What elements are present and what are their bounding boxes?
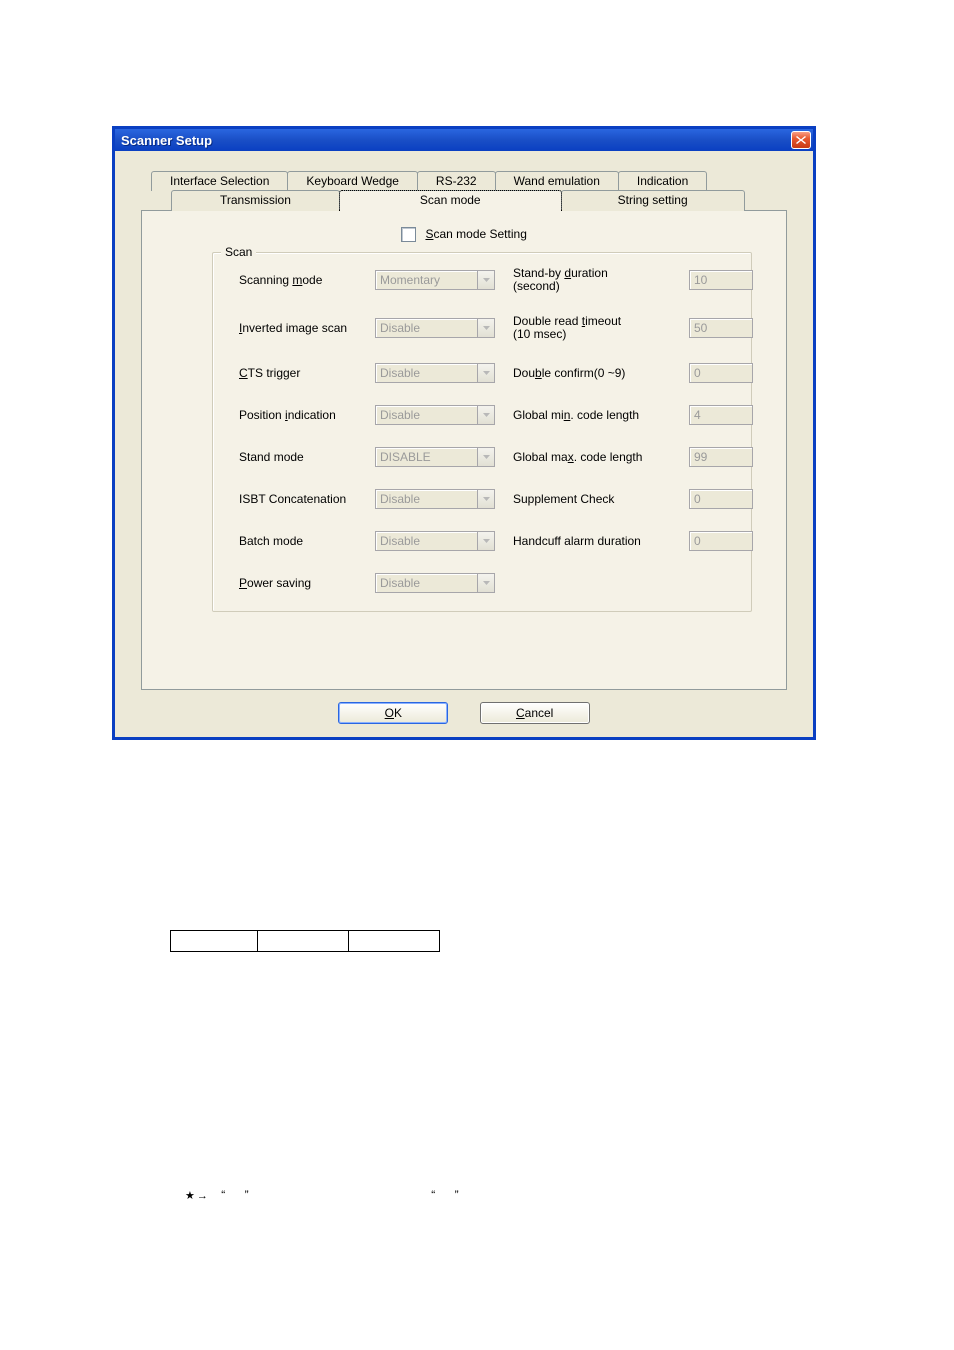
scan-mode-setting-checkbox[interactable] bbox=[401, 227, 416, 242]
tab-indication[interactable]: Indication bbox=[618, 171, 707, 191]
scan-mode-setting-label: Scan mode Setting bbox=[425, 227, 526, 241]
mnemonic: O bbox=[385, 706, 394, 720]
footnote: ★→ “ ” “ ” bbox=[185, 1188, 467, 1202]
label-text: K bbox=[394, 706, 402, 720]
settings-grid: Scanning mode Momentary Stand-by duration … bbox=[239, 267, 741, 593]
setting-combo[interactable]: Disable bbox=[375, 573, 495, 593]
close-button[interactable] bbox=[791, 131, 811, 149]
setting-label: Stand mode bbox=[239, 450, 359, 464]
table-row bbox=[171, 931, 440, 952]
setting-value[interactable]: 0 bbox=[689, 531, 753, 551]
setting-value[interactable]: 10 bbox=[689, 270, 753, 290]
ok-button[interactable]: OK bbox=[338, 702, 448, 724]
window-title: Scanner Setup bbox=[121, 133, 212, 148]
arrow-icon: → bbox=[197, 1190, 208, 1202]
quote-close: ” bbox=[245, 1188, 249, 1202]
table-cell bbox=[258, 931, 349, 952]
setting-label: Batch mode bbox=[239, 534, 359, 548]
setting-label: Supplement Check bbox=[513, 492, 673, 506]
setting-label: Stand-by duration (second) bbox=[513, 267, 673, 293]
tab-row-2: Transmission Scan mode String setting bbox=[171, 190, 787, 211]
groupbox-title: Scan bbox=[221, 245, 256, 259]
tab-scan-mode[interactable]: Scan mode bbox=[339, 190, 562, 211]
scanner-setup-dialog: Scanner Setup Interface Selection Keyboa… bbox=[112, 126, 816, 740]
setting-label: Global max. code length bbox=[513, 450, 673, 464]
empty-table bbox=[170, 930, 440, 952]
setting-value[interactable]: 4 bbox=[689, 405, 753, 425]
chevron-down-icon[interactable] bbox=[477, 490, 494, 508]
combo-value: Disable bbox=[376, 490, 477, 508]
chevron-down-icon[interactable] bbox=[477, 271, 494, 289]
setting-combo[interactable]: Disable bbox=[375, 489, 495, 509]
quote-open: “ bbox=[431, 1188, 435, 1202]
scan-mode-panel: Scan mode Setting Scan Scanning mode Mome… bbox=[141, 210, 787, 690]
table-cell bbox=[171, 931, 258, 952]
setting-label: Scanning mode bbox=[239, 273, 359, 287]
tab-transmission[interactable]: Transmission bbox=[171, 190, 340, 211]
combo-value: Momentary bbox=[376, 271, 477, 289]
table-cell bbox=[349, 931, 440, 952]
master-checkbox-row: Scan mode Setting bbox=[162, 227, 766, 242]
setting-value[interactable]: 0 bbox=[689, 363, 753, 383]
close-icon bbox=[795, 135, 807, 145]
setting-label: Double confirm(0 ~9) bbox=[513, 366, 673, 380]
setting-combo[interactable]: Disable bbox=[375, 363, 495, 383]
setting-label: Inverted image scan bbox=[239, 321, 359, 335]
tab-strip: Interface Selection Keyboard Wedge RS-23… bbox=[141, 171, 787, 690]
quote-open: “ bbox=[221, 1188, 225, 1202]
chevron-down-icon[interactable] bbox=[477, 319, 494, 337]
setting-value[interactable]: 0 bbox=[689, 489, 753, 509]
setting-combo[interactable]: Momentary bbox=[375, 270, 495, 290]
setting-value[interactable]: 99 bbox=[689, 447, 753, 467]
setting-label: CTS trigger bbox=[239, 366, 359, 380]
label-text: ancel bbox=[525, 706, 554, 720]
setting-combo[interactable]: Disable bbox=[375, 405, 495, 425]
chevron-down-icon[interactable] bbox=[477, 448, 494, 466]
setting-value[interactable]: 50 bbox=[689, 318, 753, 338]
combo-value: Disable bbox=[376, 406, 477, 424]
quote-close: ” bbox=[455, 1188, 459, 1202]
tab-keyboard-wedge[interactable]: Keyboard Wedge bbox=[287, 171, 418, 191]
tab-string-setting[interactable]: String setting bbox=[561, 190, 745, 211]
setting-label: Handcuff alarm duration bbox=[513, 534, 673, 548]
titlebar[interactable]: Scanner Setup bbox=[115, 129, 813, 151]
cancel-button[interactable]: Cancel bbox=[480, 702, 590, 724]
tab-rs232[interactable]: RS-232 bbox=[417, 171, 496, 191]
setting-combo[interactable]: Disable bbox=[375, 318, 495, 338]
setting-combo[interactable]: DISABLE bbox=[375, 447, 495, 467]
mnemonic: C bbox=[516, 706, 525, 720]
chevron-down-icon[interactable] bbox=[477, 532, 494, 550]
setting-label: Position indication bbox=[239, 408, 359, 422]
tab-row-1: Interface Selection Keyboard Wedge RS-23… bbox=[151, 171, 787, 191]
label-text: can mode Setting bbox=[433, 227, 526, 241]
star-icon: ★ bbox=[185, 1190, 195, 1202]
scan-groupbox: Scan Scanning modeMomentaryStand-by dura… bbox=[212, 252, 752, 612]
combo-value: Disable bbox=[376, 574, 477, 592]
tab-interface-selection[interactable]: Interface Selection bbox=[151, 171, 288, 191]
combo-value: Disable bbox=[376, 532, 477, 550]
setting-label: Double read timeout (10 msec) bbox=[513, 315, 673, 341]
chevron-down-icon[interactable] bbox=[477, 574, 494, 592]
setting-combo[interactable]: Disable bbox=[375, 531, 495, 551]
setting-label: ISBT Concatenation bbox=[239, 492, 359, 506]
chevron-down-icon[interactable] bbox=[477, 364, 494, 382]
dialog-button-bar: OK Cancel bbox=[131, 702, 797, 724]
setting-label: Global min. code length bbox=[513, 408, 673, 422]
combo-value: DISABLE bbox=[376, 448, 477, 466]
tab-wand-emulation[interactable]: Wand emulation bbox=[495, 171, 619, 191]
combo-value: Disable bbox=[376, 364, 477, 382]
setting-label: Power saving bbox=[239, 576, 359, 590]
chevron-down-icon[interactable] bbox=[477, 406, 494, 424]
dialog-body: Interface Selection Keyboard Wedge RS-23… bbox=[115, 151, 813, 737]
combo-value: Disable bbox=[376, 319, 477, 337]
